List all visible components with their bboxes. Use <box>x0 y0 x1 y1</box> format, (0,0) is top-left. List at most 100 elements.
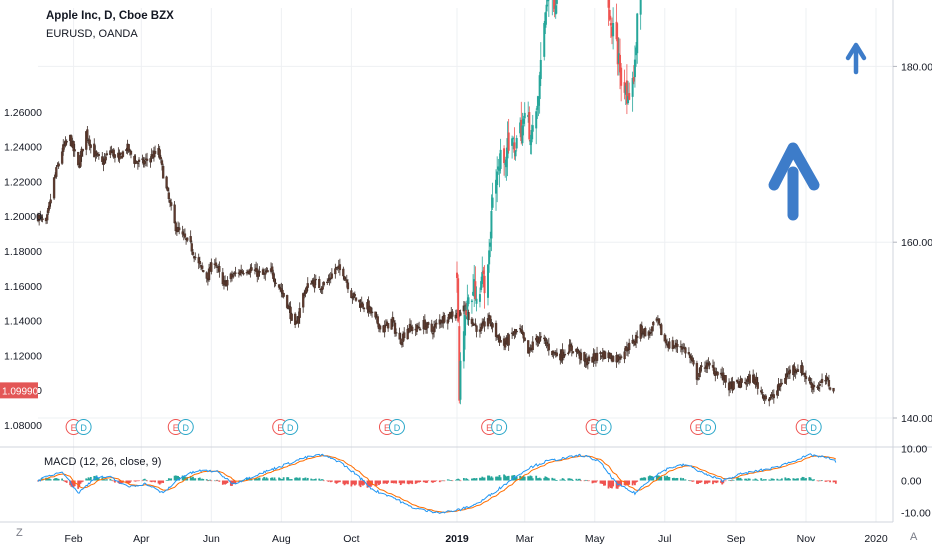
macd-hist-bar-298 <box>514 476 517 481</box>
macd-hist-bar-87 <box>176 475 178 481</box>
macd-hist-bar-168 <box>305 479 308 481</box>
macd-hist-bar-316 <box>544 476 547 481</box>
macd-hist-bar-478 <box>803 478 806 481</box>
aapl-candle-5 <box>464 306 467 350</box>
x-tick-jun: Jun <box>203 533 220 545</box>
macd-hist-bar-142 <box>264 478 267 481</box>
macd-hist-bar-209 <box>371 480 373 486</box>
macd-hist-bar-85 <box>173 475 176 481</box>
eurusd-candle-208 <box>369 306 373 316</box>
macd-hist-bar-147 <box>272 479 275 481</box>
eurusd-candle-120 <box>229 272 233 283</box>
eurusd-candle-269 <box>467 309 470 326</box>
macd-hist-bar-286 <box>496 476 499 481</box>
macd-hist-bar-406 <box>689 480 691 482</box>
macd-hist-bar-229 <box>403 480 406 484</box>
left-corner-label[interactable]: Z <box>16 527 23 539</box>
macd-hist-bar-280 <box>487 475 489 481</box>
aapl-candle-20 <box>488 238 491 273</box>
macd-hist-bar-230 <box>406 480 409 484</box>
macd-hist-bar-392 <box>666 475 668 481</box>
x-tick-oct: Oct <box>343 533 359 545</box>
macd-hist-bar-138 <box>257 478 260 481</box>
macd-hist-bar-389 <box>660 476 663 481</box>
macd-hist-bar-439 <box>740 479 743 481</box>
aapl-candle-27 <box>498 153 501 188</box>
macd-hist-bar-485 <box>816 480 819 482</box>
macd-hist-bar-299 <box>515 476 518 481</box>
macd-hist-bar-254 <box>443 480 446 482</box>
macd-hist-bar-232 <box>409 480 411 484</box>
macd-hist-bar-400 <box>679 477 682 481</box>
aapl-candle-61 <box>553 0 556 18</box>
macd-hist-bar-448 <box>755 479 758 481</box>
macd-hist-bar-45 <box>109 479 112 481</box>
macd-hist-bar-67 <box>143 478 146 481</box>
macd-hist-bar-184 <box>330 480 333 482</box>
eurusd-candle-160 <box>293 312 297 329</box>
right-corner-label[interactable]: A <box>910 531 918 543</box>
eurusd-candle-334 <box>571 351 575 355</box>
macd-hist-bar-430 <box>728 479 730 481</box>
macd-hist-bar-338 <box>578 478 581 481</box>
macd-hist-bar-382 <box>650 475 652 481</box>
eurusd-candle-463 <box>779 378 782 392</box>
eurusd-candle-249 <box>435 318 438 329</box>
eurusd-candle-274 <box>475 325 478 338</box>
eurusd-candle-57 <box>127 143 130 153</box>
macd-hist-bar-441 <box>745 478 748 481</box>
eurusd-candle-39 <box>97 152 100 160</box>
eurusd-candle-223 <box>393 319 397 337</box>
eurusd-candle-103 <box>201 262 204 272</box>
macd-hist-bar-35 <box>93 475 96 481</box>
eurusd-candle-247 <box>432 320 436 338</box>
macd-hist-bar-269 <box>467 479 470 481</box>
macd-hist-bar-61 <box>134 480 137 482</box>
macd-hist-bar-291 <box>504 475 507 481</box>
earnings-marker-label: E <box>71 423 77 433</box>
macd-hist-bar-440 <box>744 478 747 481</box>
aapl-candle-48 <box>531 114 534 140</box>
eurusd-y-tick-6: 1.20000 <box>4 211 42 223</box>
macd-hist-bar-380 <box>647 476 650 481</box>
macd-y-tick-2: -10.00 <box>901 508 931 520</box>
aapl-candle-19 <box>486 264 489 306</box>
macd-hist-bar-399 <box>676 477 679 481</box>
macd-hist-bar-116 <box>223 480 225 484</box>
eurusd-candle-449 <box>756 376 759 395</box>
eurusd-candle-419 <box>708 361 711 370</box>
eurusd-candle-347 <box>593 349 596 365</box>
macd-hist-bar-91 <box>182 476 185 481</box>
eurusd-candle-349 <box>595 346 599 364</box>
macd-hist-bar-148 <box>273 477 276 481</box>
macd-hist-bar-119 <box>226 480 229 484</box>
eurusd-candle-82 <box>167 187 171 203</box>
macd-hist-bar-77 <box>159 480 162 484</box>
dividend-marker-label: D <box>705 423 712 433</box>
macd-hist-bar-137 <box>256 478 259 481</box>
aapl-candle-31 <box>505 147 508 181</box>
macd-hist-bar-442 <box>746 480 749 481</box>
macd-hist-bar-431 <box>729 480 732 481</box>
aapl-candle-55 <box>544 11 547 35</box>
eurusd-candle-369 <box>628 338 631 354</box>
macd-hist-bar-75 <box>157 480 160 484</box>
macd-hist-bar-364 <box>620 480 623 486</box>
macd-hist-bar-460 <box>776 478 779 481</box>
macd-hist-bar-477 <box>802 477 805 481</box>
eurusd-candle-405 <box>687 347 691 356</box>
aapl-candle-106 <box>625 64 628 115</box>
eurusd-candle-139 <box>258 266 261 277</box>
macd-hist-bar-247 <box>433 480 435 483</box>
eurusd-candle-19 <box>65 139 68 145</box>
macd-hist-bar-267 <box>465 478 468 481</box>
macd-hist-bar-106 <box>206 480 209 482</box>
